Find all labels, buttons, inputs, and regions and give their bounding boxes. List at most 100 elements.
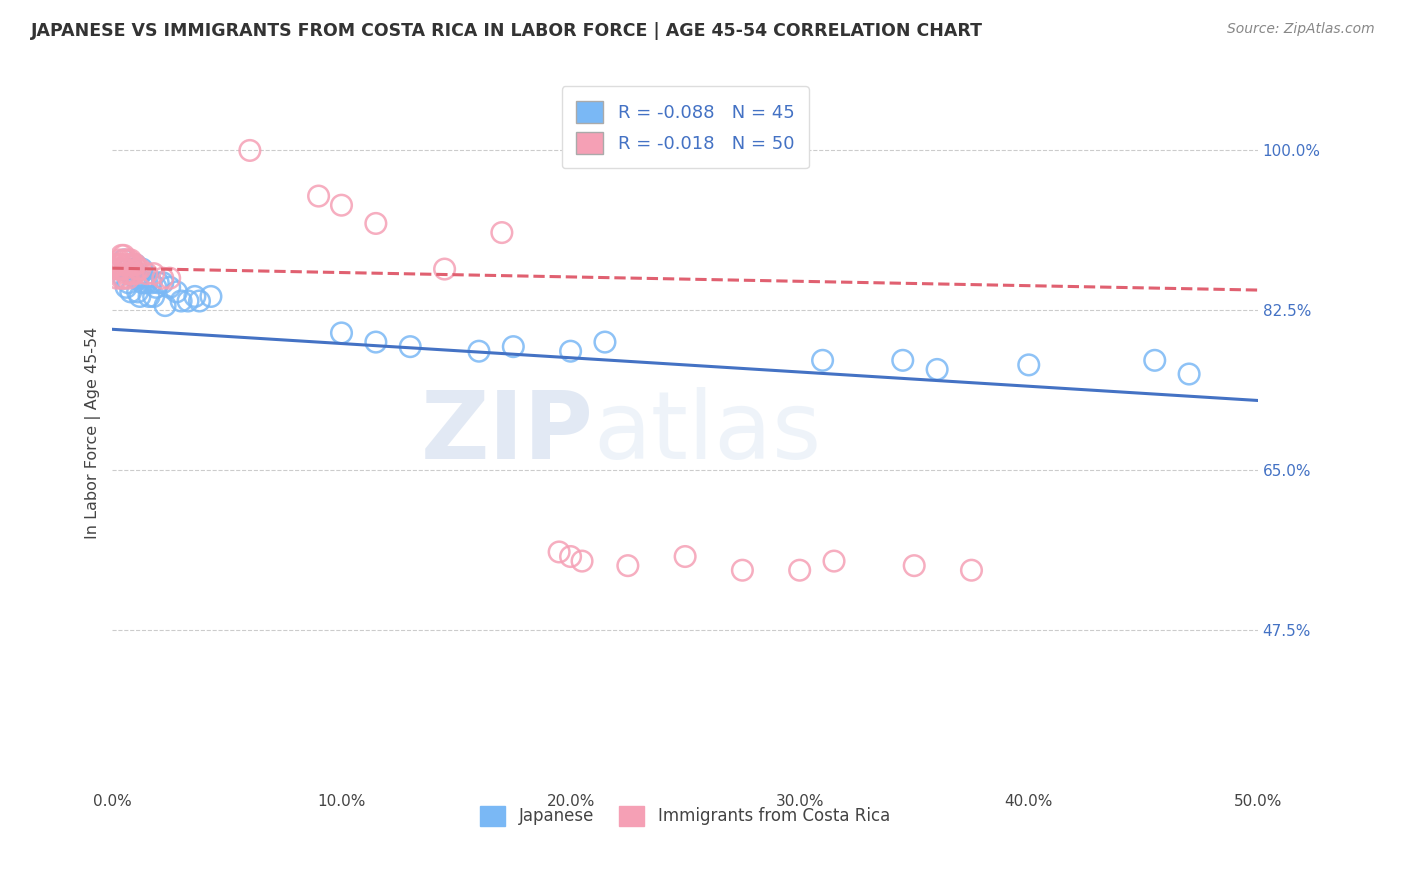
Point bbox=[122, 258, 145, 272]
Point bbox=[593, 334, 616, 349]
Point bbox=[122, 262, 145, 277]
Point bbox=[468, 344, 491, 359]
Point bbox=[142, 289, 165, 303]
Point bbox=[364, 334, 387, 349]
Point bbox=[120, 252, 142, 267]
Point bbox=[105, 262, 128, 277]
Y-axis label: In Labor Force | Age 45-54: In Labor Force | Age 45-54 bbox=[86, 327, 101, 540]
Point bbox=[120, 258, 142, 272]
Point bbox=[239, 144, 262, 158]
Point bbox=[891, 353, 914, 368]
Point bbox=[823, 554, 845, 568]
Point bbox=[159, 280, 181, 294]
Point bbox=[127, 271, 149, 285]
Point bbox=[811, 353, 834, 368]
Point bbox=[131, 262, 153, 277]
Point bbox=[548, 545, 571, 559]
Point bbox=[115, 280, 138, 294]
Point bbox=[148, 276, 170, 290]
Point bbox=[117, 271, 139, 285]
Point bbox=[115, 267, 138, 281]
Point bbox=[200, 289, 222, 303]
Point bbox=[110, 248, 132, 262]
Point bbox=[104, 258, 127, 272]
Point bbox=[112, 252, 135, 267]
Point bbox=[129, 289, 152, 303]
Point bbox=[491, 226, 513, 240]
Point bbox=[141, 276, 163, 290]
Point bbox=[105, 271, 128, 285]
Point bbox=[134, 276, 156, 290]
Text: atlas: atlas bbox=[593, 387, 821, 479]
Point bbox=[115, 258, 138, 272]
Point bbox=[399, 340, 422, 354]
Text: ZIP: ZIP bbox=[420, 387, 593, 479]
Point bbox=[112, 248, 135, 262]
Point bbox=[789, 563, 811, 577]
Point bbox=[159, 271, 181, 285]
Point bbox=[152, 276, 174, 290]
Point bbox=[731, 563, 754, 577]
Point bbox=[673, 549, 696, 564]
Point bbox=[571, 554, 593, 568]
Point bbox=[124, 267, 146, 281]
Text: Source: ZipAtlas.com: Source: ZipAtlas.com bbox=[1227, 22, 1375, 37]
Point bbox=[117, 276, 139, 290]
Point bbox=[110, 271, 132, 285]
Point bbox=[135, 276, 157, 290]
Point bbox=[110, 262, 132, 277]
Point bbox=[108, 252, 131, 267]
Point bbox=[127, 285, 149, 299]
Point bbox=[120, 285, 142, 299]
Point bbox=[330, 198, 353, 212]
Point bbox=[152, 271, 174, 285]
Point bbox=[124, 258, 146, 272]
Text: JAPANESE VS IMMIGRANTS FROM COSTA RICA IN LABOR FORCE | AGE 45-54 CORRELATION CH: JAPANESE VS IMMIGRANTS FROM COSTA RICA I… bbox=[31, 22, 983, 40]
Point bbox=[177, 293, 200, 308]
Point bbox=[135, 267, 157, 281]
Point bbox=[903, 558, 925, 573]
Point bbox=[112, 262, 135, 277]
Point bbox=[129, 262, 152, 277]
Point bbox=[138, 289, 160, 303]
Point bbox=[960, 563, 983, 577]
Point bbox=[108, 262, 131, 277]
Point bbox=[1143, 353, 1166, 368]
Point bbox=[115, 252, 138, 267]
Point bbox=[117, 267, 139, 281]
Point bbox=[617, 558, 640, 573]
Point bbox=[188, 293, 211, 308]
Point bbox=[117, 262, 139, 277]
Point bbox=[117, 258, 139, 272]
Point bbox=[1018, 358, 1040, 372]
Point bbox=[120, 267, 142, 281]
Point bbox=[120, 267, 142, 281]
Point bbox=[170, 293, 193, 308]
Point bbox=[122, 267, 145, 281]
Point bbox=[131, 276, 153, 290]
Point bbox=[1178, 367, 1201, 381]
Point bbox=[153, 299, 176, 313]
Point bbox=[927, 362, 949, 376]
Point bbox=[110, 258, 132, 272]
Point bbox=[112, 252, 135, 267]
Point bbox=[364, 217, 387, 231]
Point bbox=[560, 344, 582, 359]
Point bbox=[145, 280, 167, 294]
Point bbox=[330, 326, 353, 340]
Point bbox=[308, 189, 330, 203]
Point bbox=[127, 262, 149, 277]
Point bbox=[502, 340, 524, 354]
Point bbox=[124, 258, 146, 272]
Point bbox=[433, 262, 456, 277]
Point bbox=[166, 285, 188, 299]
Point bbox=[124, 271, 146, 285]
Point bbox=[108, 258, 131, 272]
Legend: Japanese, Immigrants from Costa Rica: Japanese, Immigrants from Costa Rica bbox=[472, 797, 898, 834]
Point bbox=[108, 262, 131, 277]
Point bbox=[117, 252, 139, 267]
Point bbox=[560, 549, 582, 564]
Point bbox=[184, 289, 207, 303]
Point bbox=[142, 267, 165, 281]
Point bbox=[112, 271, 135, 285]
